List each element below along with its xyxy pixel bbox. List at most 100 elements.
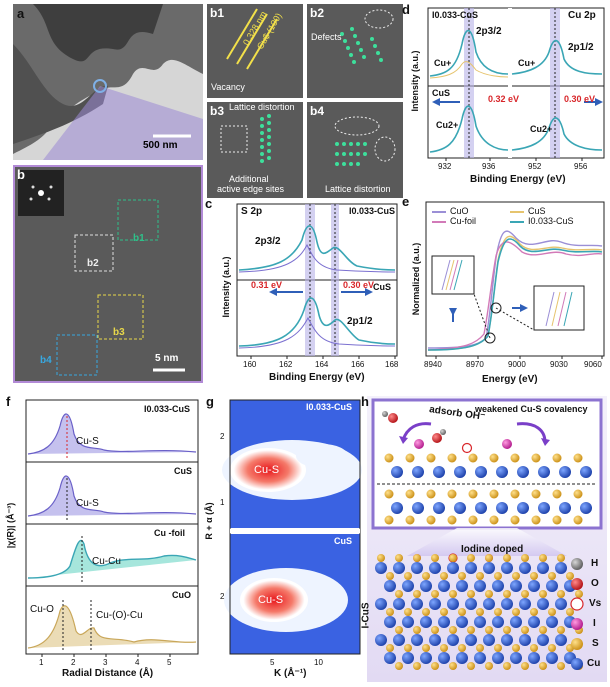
- sulfur-atom: [467, 626, 475, 634]
- panel-c-xtick-2: 162: [279, 360, 293, 369]
- copper-atom: [465, 562, 477, 574]
- sulfur-atom: [530, 608, 538, 616]
- panel-e-legend-cus: CuS: [528, 206, 546, 216]
- panel-g-xtick-1: 5: [270, 658, 275, 667]
- panel-f-row3-sample: Cu -foil: [154, 528, 185, 538]
- copper-atom: [433, 466, 445, 478]
- sulfur-atom: [426, 489, 436, 499]
- sulfur-atom: [494, 572, 502, 580]
- copper-atom: [375, 562, 387, 574]
- copper-atom: [402, 580, 414, 592]
- sulfur-atom: [512, 572, 520, 580]
- sulfur-atom: [405, 515, 415, 525]
- sulfur-atom: [449, 662, 457, 670]
- sulfur-atom: [413, 662, 421, 670]
- copper-atom: [492, 580, 504, 592]
- sulfur-atom: [503, 662, 511, 670]
- panel-c-xtick-4: 166: [351, 360, 365, 369]
- panel-g-xtick-2: 10: [314, 658, 323, 667]
- sulfur-atom: [395, 554, 403, 562]
- panel-f-ylabel: |χ(R)| (Å⁻³): [5, 502, 16, 549]
- sulfur-atom: [557, 590, 565, 598]
- copper-atom: [433, 502, 445, 514]
- panel-h-side-label: I-CuS: [360, 602, 372, 629]
- panel-f-row2-peak: Cu-S: [76, 498, 99, 509]
- sulfur-atom: [552, 489, 562, 499]
- panel-g-letter: g: [206, 394, 214, 409]
- panel-f-xtick-2: 2: [71, 658, 76, 667]
- copper-atom: [456, 652, 468, 664]
- vacancy-marker: [461, 442, 473, 454]
- legend-copper-atom: [571, 658, 583, 670]
- sulfur-atom: [440, 644, 448, 652]
- panel-f-xtick-5: 5: [167, 658, 172, 667]
- sulfur-atom: [422, 608, 430, 616]
- sulfur-atom: [552, 515, 562, 525]
- copper-atom: [375, 598, 387, 610]
- sulfur-atom: [566, 608, 574, 616]
- copper-atom: [465, 634, 477, 646]
- sulfur-atom: [510, 515, 520, 525]
- panel-g: g I0.033-CuS CuS Cu-S Cu-S 2 1 2 5 10 K …: [204, 394, 364, 682]
- panel-e-xtick-1: 8940: [424, 360, 442, 369]
- sulfur-atom: [426, 453, 436, 463]
- sulfur-atom: [510, 453, 520, 463]
- panel-d-xtick-4: 956: [574, 162, 588, 171]
- copper-atom: [496, 502, 508, 514]
- sulfur-atom: [494, 644, 502, 652]
- copper-atom: [580, 466, 592, 478]
- sulfur-atom: [531, 489, 541, 499]
- panel-e-ylabel: Normalized (a.u.): [411, 242, 421, 316]
- sulfur-atom: [503, 590, 511, 598]
- sulfur-atom: [431, 662, 439, 670]
- panel-g-ytick-top-1: 1: [220, 498, 225, 507]
- copper-atom: [501, 562, 513, 574]
- copper-atom: [429, 634, 441, 646]
- sulfur-atom: [476, 572, 484, 580]
- panel-b-letter: b: [17, 167, 25, 182]
- inset-b4-letter: b4: [310, 104, 325, 118]
- panel-d-cu2plus-left: Cu2+: [436, 120, 459, 130]
- sulfur-atom: [489, 453, 499, 463]
- panel-f-letter: f: [6, 394, 11, 409]
- copper-atom: [546, 580, 558, 592]
- panel-c-shift-left: 0.31 eV: [251, 280, 283, 290]
- sulfur-atom: [489, 489, 499, 499]
- copper-atom: [411, 562, 423, 574]
- copper-atom: [492, 616, 504, 628]
- sulfur-atom: [467, 554, 475, 562]
- copper-atom: [375, 634, 387, 646]
- panel-d-ylabel: Intensity (a.u.): [410, 50, 420, 112]
- panel-h-model: [367, 396, 607, 682]
- copper-atom: [483, 598, 495, 610]
- copper-atom: [456, 580, 468, 592]
- copper-atom: [501, 598, 513, 610]
- legend-iodine-atom: [571, 618, 583, 630]
- region-b3-label: b3: [113, 327, 125, 338]
- sulfur-atom: [440, 572, 448, 580]
- panel-e-letter: e: [402, 194, 410, 209]
- sulfur-atom: [575, 590, 583, 598]
- sulfur-atom: [521, 662, 529, 670]
- panel-c-peak-1: 2p3/2: [255, 236, 281, 247]
- panel-e-xlabel: Energy (eV): [482, 374, 538, 385]
- sulfur-atom: [539, 554, 547, 562]
- copper-atom: [519, 634, 531, 646]
- panel-c-plot: [236, 203, 398, 359]
- panel-d-plot: [427, 7, 605, 161]
- sulfur-atom: [431, 590, 439, 598]
- copper-atom: [559, 466, 571, 478]
- panel-d-cu-plus-right: Cu+: [518, 58, 536, 68]
- sulfur-atom: [521, 626, 529, 634]
- sulfur-atom: [489, 515, 499, 525]
- panel-d-sample-bottom: CuS: [432, 88, 450, 98]
- sulfur-atom: [573, 515, 583, 525]
- sulfur-atom: [384, 489, 394, 499]
- copper-atom: [555, 598, 567, 610]
- sulfur-atom: [395, 626, 403, 634]
- copper-atom: [555, 562, 567, 574]
- sulfur-atom: [557, 554, 565, 562]
- panel-d-shift-left: 0.32 eV: [488, 94, 520, 104]
- sulfur-atom: [531, 515, 541, 525]
- sulfur-atom: [431, 626, 439, 634]
